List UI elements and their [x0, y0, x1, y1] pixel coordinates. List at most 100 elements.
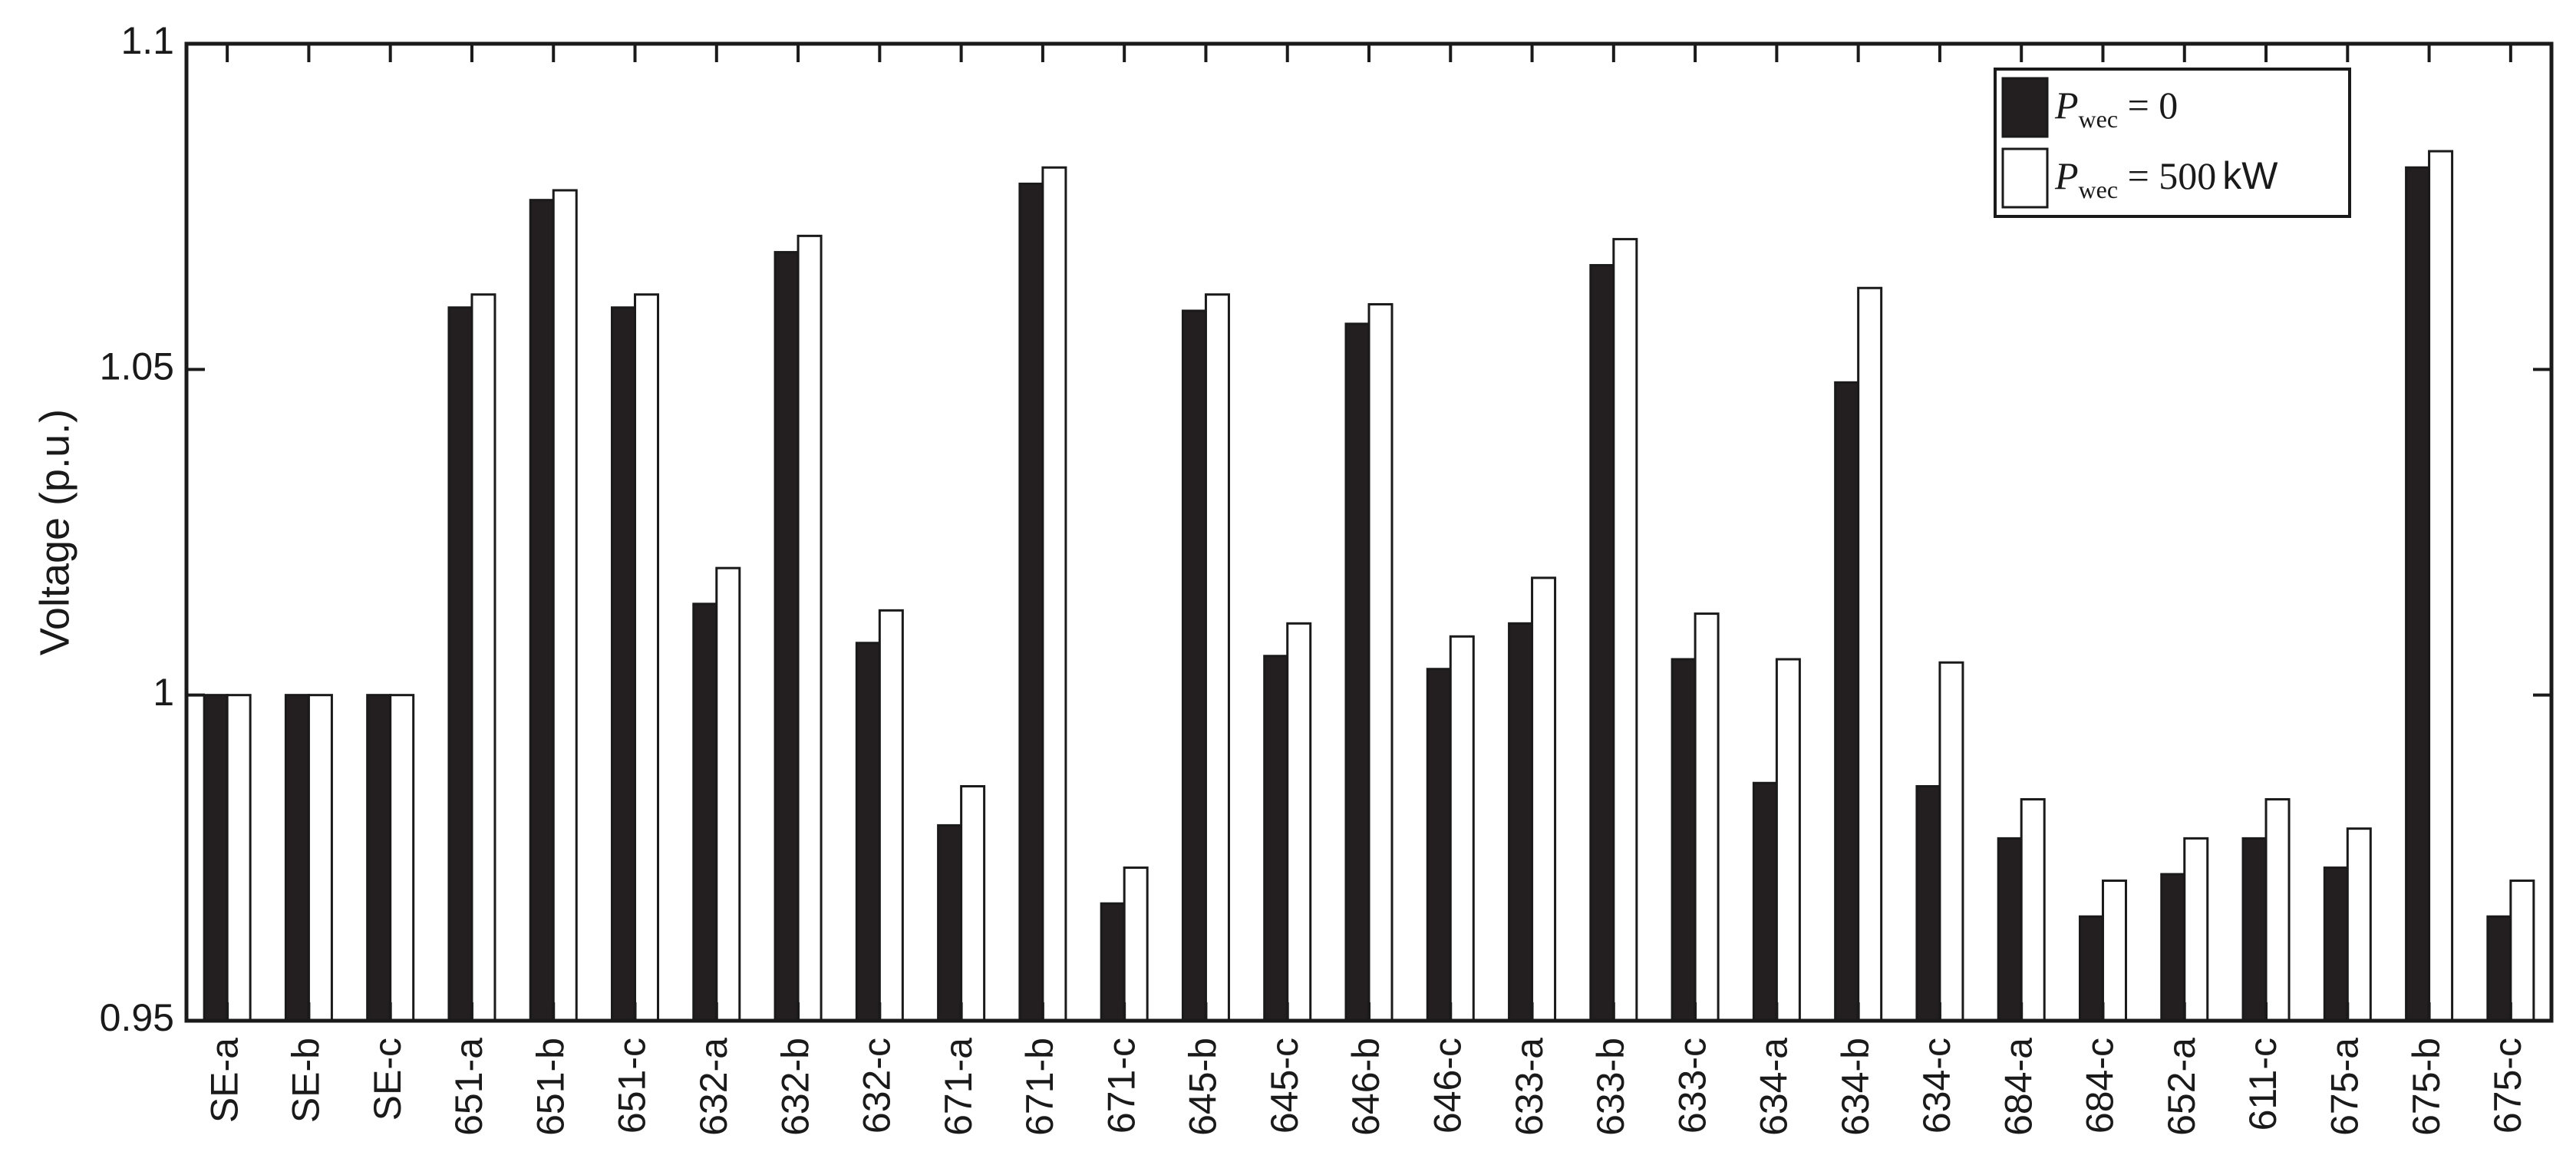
bar-675-a-series-1: [2323, 866, 2349, 1022]
x-tick-label-671-b: 671-b: [1018, 1038, 1061, 1136]
x-tick-label-634-a: 634-a: [1753, 1038, 1796, 1136]
bar-632-b-series-2: [797, 234, 823, 1022]
x-tick-label-652-a: 652-a: [2160, 1038, 2203, 1136]
x-tick-label-632-a: 632-a: [692, 1038, 735, 1136]
bar-645-b-series-1: [1181, 309, 1207, 1022]
y-tick-label-3: 1.1: [120, 19, 174, 62]
legend-label-series-2: Pwec = 500 kW: [2054, 154, 2278, 203]
bar-632-a-series-2: [715, 566, 741, 1022]
bar-652-a-series-2: [2183, 837, 2209, 1022]
bar-632-c-series-1: [855, 642, 881, 1022]
x-tick-label-634-c: 634-c: [1915, 1038, 1958, 1134]
bar-671-a-series-2: [960, 784, 986, 1022]
bar-675-c-series-2: [2509, 880, 2535, 1022]
x-tick-label-684-a: 684-a: [1997, 1038, 2040, 1136]
bar-SE-c-series-2: [389, 694, 415, 1022]
x-tick-label-651-c: 651-c: [611, 1038, 654, 1134]
bar-633-b-series-2: [1612, 238, 1638, 1022]
bar-646-c-series-2: [1449, 635, 1475, 1022]
bar-611-c-series-1: [2241, 837, 2268, 1022]
bar-632-c-series-2: [878, 609, 904, 1022]
bar-671-a-series-1: [937, 823, 963, 1022]
x-tick-label-633-b: 633-b: [1589, 1038, 1632, 1136]
bar-611-c-series-2: [2264, 797, 2291, 1022]
bar-675-b-series-1: [2405, 166, 2431, 1022]
bar-671-c-series-1: [1100, 902, 1126, 1022]
y-axis-title: Voltage (p.u.): [31, 409, 78, 655]
bar-SE-c-series-1: [366, 694, 392, 1022]
bar-652-a-series-1: [2160, 873, 2186, 1022]
bar-671-c-series-2: [1123, 866, 1149, 1022]
x-tick-label-632-b: 632-b: [773, 1038, 816, 1136]
legend: Pwec = 0 Pwec = 500 kW: [1994, 68, 2351, 218]
bar-634-b-series-1: [1834, 381, 1860, 1022]
legend-swatch-series-2: [2001, 147, 2049, 209]
x-tick-label-646-b: 646-b: [1344, 1038, 1387, 1136]
bars-layer: [203, 150, 2535, 1022]
bar-684-c-series-1: [2078, 915, 2104, 1022]
bar-671-b-series-1: [1018, 182, 1044, 1022]
x-tick-label-675-c: 675-c: [2486, 1038, 2529, 1134]
bar-645-b-series-2: [1204, 293, 1230, 1022]
x-tick-label-645-c: 645-c: [1263, 1038, 1306, 1134]
bar-671-b-series-2: [1041, 166, 1067, 1022]
x-tick-label-671-c: 671-c: [1100, 1038, 1143, 1134]
bar-675-b-series-2: [2428, 150, 2454, 1022]
bar-633-c-series-1: [1671, 658, 1697, 1022]
bar-633-b-series-1: [1589, 264, 1615, 1022]
bar-633-c-series-2: [1694, 612, 1720, 1022]
bar-634-a-series-2: [1775, 658, 1801, 1022]
bar-651-a-series-2: [470, 293, 496, 1022]
legend-label-series-1: Pwec = 0: [2054, 84, 2178, 133]
bar-646-b-series-1: [1344, 322, 1370, 1022]
bar-SE-a-series-1: [203, 694, 229, 1022]
y-tick-label-2: 1.05: [100, 345, 174, 388]
bar-646-c-series-1: [1426, 668, 1452, 1022]
bar-645-c-series-1: [1263, 655, 1289, 1022]
labels-layer: SE-a SE-b SE-c 651-a 651-b 651-c 632-a 632-b 632…: [100, 19, 2529, 1136]
bar-651-b-series-1: [529, 199, 555, 1022]
y-tick-label-0: 0.95: [100, 996, 174, 1039]
x-tick-label-611-c: 611-c: [2241, 1038, 2284, 1130]
ticks-layer: [186, 42, 2551, 1022]
x-tick-label-651-a: 651-a: [447, 1038, 490, 1136]
bar-684-c-series-2: [2101, 880, 2127, 1022]
x-tick-label-SE-b: SE-b: [285, 1038, 328, 1123]
bar-646-b-series-2: [1367, 302, 1394, 1022]
x-tick-label-SE-a: SE-a: [203, 1038, 246, 1123]
x-tick-label-632-c: 632-c: [856, 1038, 899, 1134]
x-tick-label-651-b: 651-b: [529, 1038, 572, 1136]
bar-633-a-series-1: [1508, 622, 1534, 1022]
bar-632-b-series-1: [773, 251, 800, 1022]
bar-645-c-series-2: [1286, 622, 1312, 1022]
y-tick-label-1: 1: [153, 671, 174, 714]
bar-651-c-series-2: [634, 293, 660, 1022]
bar-SE-b-series-1: [284, 694, 310, 1022]
bar-634-c-series-2: [1938, 661, 1964, 1022]
bar-SE-b-series-2: [307, 694, 333, 1022]
bar-632-a-series-1: [692, 602, 718, 1022]
legend-swatch-series-1: [2001, 77, 2049, 138]
bar-651-c-series-1: [611, 306, 637, 1022]
bar-633-a-series-2: [1531, 576, 1557, 1022]
x-tick-label-646-c: 646-c: [1426, 1038, 1469, 1134]
x-tick-label-675-a: 675-a: [2324, 1038, 2367, 1136]
bar-675-c-series-1: [2486, 915, 2512, 1022]
bar-634-b-series-2: [1857, 286, 1883, 1022]
x-tick-label-633-c: 633-c: [1671, 1038, 1713, 1134]
x-tick-label-645-b: 645-b: [1182, 1038, 1225, 1136]
x-tick-label-633-a: 633-a: [1508, 1038, 1551, 1136]
x-tick-label-675-b: 675-b: [2405, 1038, 2448, 1136]
bar-634-a-series-1: [1752, 781, 1778, 1022]
legend-box: [1994, 68, 2351, 218]
bar-634-c-series-1: [1915, 784, 1941, 1022]
bar-684-a-series-1: [1997, 837, 2023, 1022]
bar-651-a-series-1: [447, 306, 473, 1022]
x-tick-label-SE-c: SE-c: [366, 1038, 409, 1121]
bar-684-a-series-2: [2020, 797, 2046, 1022]
bar-675-a-series-2: [2346, 827, 2372, 1022]
bar-SE-a-series-2: [226, 694, 252, 1022]
bar-651-b-series-2: [552, 189, 578, 1022]
